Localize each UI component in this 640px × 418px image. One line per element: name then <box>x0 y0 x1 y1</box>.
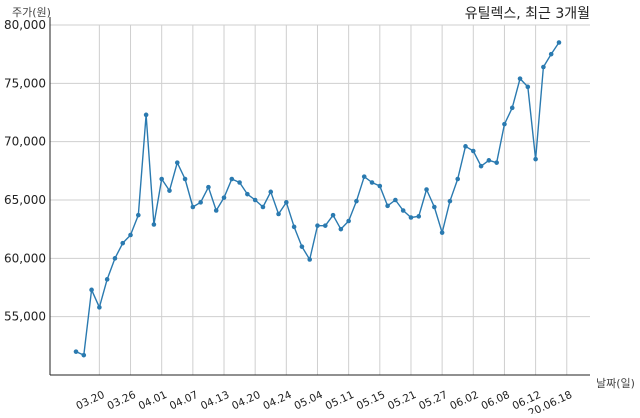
data-point <box>268 189 274 195</box>
y-axis-label: 주가(원) <box>12 6 51 19</box>
data-point <box>174 160 180 165</box>
x-tick-label: 05.04 <box>292 389 325 413</box>
y-tick-label: 80,000 <box>4 18 46 32</box>
data-point <box>260 204 266 210</box>
x-tick-label: 04.07 <box>168 389 200 413</box>
data-point <box>486 158 492 163</box>
data-point <box>509 105 515 111</box>
data-point <box>213 208 219 213</box>
data-point <box>408 215 414 220</box>
data-point <box>463 144 468 149</box>
data-point <box>167 188 172 193</box>
data-point <box>525 84 531 90</box>
series-layer <box>73 40 562 358</box>
data-point <box>307 257 313 262</box>
data-point <box>159 176 164 182</box>
data-point <box>221 195 227 200</box>
data-point <box>432 204 437 210</box>
data-point <box>556 40 562 45</box>
data-point <box>120 240 126 246</box>
data-point <box>455 176 461 182</box>
data-point <box>104 277 110 282</box>
x-tick-label: 03.20 <box>74 389 106 413</box>
y-tick-label: 60,000 <box>4 251 46 265</box>
data-point <box>182 176 188 182</box>
data-point <box>439 230 445 235</box>
data-point <box>128 232 133 238</box>
data-point <box>206 184 211 190</box>
data-point <box>470 148 476 154</box>
data-point <box>354 198 359 204</box>
y-tick-label: 65,000 <box>4 193 46 207</box>
data-point <box>143 112 149 118</box>
data-point <box>190 204 196 210</box>
data-point <box>338 226 344 232</box>
data-point <box>541 64 546 70</box>
x-tick-label: 04.13 <box>199 389 231 413</box>
data-point <box>548 51 554 57</box>
x-tick-label: 03.26 <box>105 389 138 413</box>
x-tick-label: 06.08 <box>479 389 511 413</box>
data-point <box>252 197 258 203</box>
y-tick-label: 75,000 <box>4 76 46 90</box>
x-tick-label: 05.21 <box>386 389 418 413</box>
data-point <box>81 352 87 358</box>
x-tick-label: 06.02 <box>448 389 480 413</box>
chart-title: 유틸렉스, 최근 3개월 <box>465 6 590 22</box>
x-axis-label: 날짜(일) <box>596 376 635 390</box>
data-point <box>322 223 328 228</box>
data-point <box>112 256 118 261</box>
data-point <box>502 121 507 127</box>
data-point <box>291 224 297 230</box>
data-point <box>136 212 141 218</box>
data-point <box>245 191 250 197</box>
data-point <box>151 222 157 227</box>
data-point <box>237 180 242 185</box>
x-tick-label: 05.15 <box>355 389 387 413</box>
data-point <box>276 211 281 217</box>
data-point <box>424 187 429 192</box>
data-point <box>494 160 499 165</box>
data-point <box>533 156 538 162</box>
y-tick-label: 55,000 <box>4 310 46 324</box>
x-tick-label: 04.20 <box>230 389 262 413</box>
grid-layer <box>50 24 590 375</box>
data-point <box>229 176 235 182</box>
data-point <box>346 218 351 224</box>
data-point <box>73 349 79 354</box>
data-point <box>369 180 375 185</box>
data-point <box>393 197 398 203</box>
tick-label-layer: 55,000 60,000 65,000 70,000 75,000 80,000 03.2… <box>4 18 574 418</box>
data-point <box>377 183 383 189</box>
data-point <box>299 244 305 249</box>
data-point <box>517 76 523 81</box>
data-point <box>416 214 422 219</box>
data-point <box>330 212 336 218</box>
data-point <box>478 163 484 169</box>
x-tick-label: 05.11 <box>324 389 356 413</box>
axis-layer <box>49 17 590 376</box>
y-tick-label: 70,000 <box>4 135 46 149</box>
data-point <box>89 287 94 293</box>
data-point <box>97 305 102 310</box>
x-tick-label: 04.24 <box>261 389 294 413</box>
data-point <box>284 200 289 205</box>
data-point <box>315 223 320 228</box>
data-point <box>361 174 367 179</box>
data-point <box>400 208 406 213</box>
data-point <box>385 203 390 209</box>
x-tick-label: 04.01 <box>137 389 169 413</box>
x-tick-label: 05.27 <box>417 389 449 413</box>
data-point <box>198 200 203 205</box>
data-point <box>447 198 453 204</box>
